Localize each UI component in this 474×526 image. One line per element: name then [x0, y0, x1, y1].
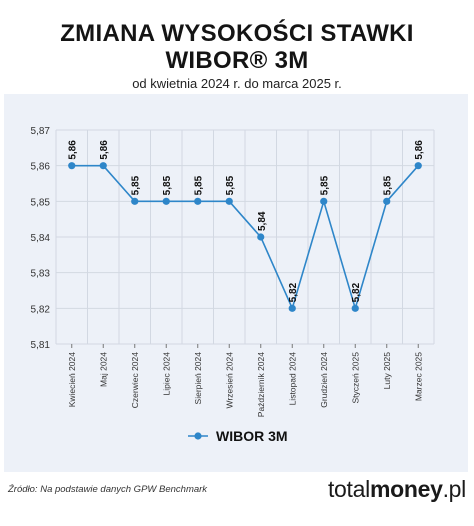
x-tick-label: Marzec 2025 — [413, 352, 423, 401]
data-label: 5,85 — [383, 175, 394, 195]
x-tick-label: Kwiecień 2024 — [67, 352, 77, 408]
data-label: 5,85 — [131, 175, 142, 195]
data-point — [68, 162, 76, 170]
data-label: 5,85 — [320, 175, 331, 195]
x-tick-label: Luty 2025 — [382, 352, 392, 390]
x-tick-label: Lipiec 2024 — [161, 352, 171, 396]
x-tick-label: Październik 2024 — [256, 352, 266, 417]
data-label: 5,85 — [194, 175, 205, 195]
y-tick-label: 5,82 — [31, 304, 51, 315]
line-chart: 5,81 5,82 5,83 5,84 5,85 5,86 5,87 Kwiecień 202… — [31, 126, 435, 444]
legend-marker — [194, 432, 202, 440]
brand-light: total — [327, 476, 370, 502]
data-point — [162, 197, 170, 205]
data-label: 5,86 — [68, 140, 79, 160]
brand-bold: money — [369, 476, 443, 502]
x-tick-label: Grudzień 2024 — [319, 352, 329, 408]
x-tick-label: Wrzesień 2024 — [224, 352, 234, 409]
x-tick-label: Listopad 2024 — [287, 352, 297, 406]
x-tick-label: Czerwiec 2024 — [130, 352, 140, 408]
data-point — [99, 162, 107, 170]
x-tick-label: Maj 2024 — [98, 352, 108, 387]
brand-logo: totalmoney.pl — [328, 476, 466, 503]
data-point — [351, 304, 359, 312]
chart-panel: 5,81 5,82 5,83 5,84 5,85 5,86 5,87 Kwiecień 202… — [4, 94, 468, 472]
data-label: 5,86 — [99, 140, 110, 160]
data-point — [131, 197, 139, 205]
data-label: 5,86 — [414, 140, 425, 160]
data-point — [320, 197, 328, 205]
series-line-wibor-3m — [71, 164, 419, 312]
brand-suffix: .pl — [442, 476, 467, 502]
x-tick-label: Styczeń 2025 — [350, 352, 360, 404]
data-point — [383, 197, 391, 205]
data-point — [194, 197, 202, 205]
y-tick-label: 5,86 — [31, 162, 51, 173]
y-tick-label: 5,84 — [31, 233, 51, 244]
data-label: 5,85 — [225, 175, 236, 195]
data-point — [225, 197, 233, 205]
data-label: 5,82 — [288, 282, 299, 302]
y-tick-label: 5,81 — [31, 340, 51, 351]
legend-label: WIBOR 3M — [216, 428, 288, 444]
chart-title-line1: ZMIANA WYSOKOŚCI STAWKI — [60, 20, 414, 47]
y-tick-label: 5,87 — [31, 126, 51, 137]
data-point — [288, 304, 296, 312]
data-label: 5,82 — [351, 282, 362, 302]
chart-title-line2: WIBOR® 3M — [165, 47, 309, 74]
data-label: 5,84 — [257, 211, 268, 231]
x-tick-label: Sierpień 2024 — [193, 352, 203, 405]
data-label: 5,85 — [162, 175, 173, 195]
y-tick-label: 5,83 — [31, 269, 51, 280]
data-point — [414, 162, 422, 170]
y-tick-label: 5,85 — [31, 197, 51, 208]
chart-subtitle: od kwietnia 2024 r. do marca 2025 r. — [132, 76, 342, 91]
data-point — [257, 233, 265, 241]
source-note: Źródło: Na podstawie danych GPW Benchmar… — [8, 484, 208, 495]
